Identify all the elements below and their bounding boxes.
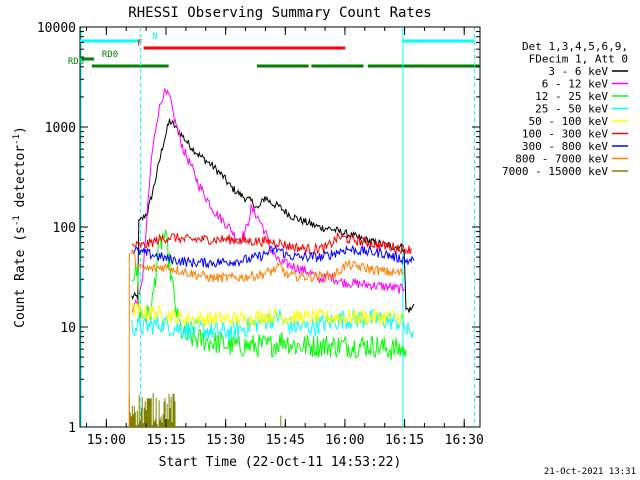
series-lines (128, 88, 415, 427)
segment-label: N (152, 32, 157, 42)
y-tick-label: 1000 (45, 121, 76, 136)
x-tick-label: 16:30 (445, 433, 484, 448)
y-label-part: ) (13, 126, 28, 134)
footer-timestamp: 21-Oct-2021 13:31 (544, 467, 636, 477)
y-label-part: Count Rate (s (13, 226, 28, 328)
chart-title: RHESSI Observing Summary Count Rates (128, 5, 431, 21)
legend-header: FDecim 1, Att 0 (529, 53, 628, 66)
legend-entry-label: 800 - 7000 keV (515, 153, 608, 166)
series-line (131, 244, 415, 270)
y-tick-label: 100 (53, 221, 76, 236)
legend-entry-label: 6 - 12 keV (542, 78, 609, 91)
x-tick-label: 16:15 (385, 433, 424, 448)
series-line (131, 88, 405, 313)
series-line (131, 232, 412, 255)
segment-label: RD6 (68, 57, 84, 67)
legend-entry-label: 300 - 800 keV (522, 140, 608, 153)
x-tick-label: 15:00 (87, 433, 126, 448)
y-tick-label: 10000 (37, 21, 76, 36)
y-label-part: detector (13, 145, 28, 216)
vertical-markers (80, 27, 475, 427)
series-line (131, 229, 407, 361)
x-tick-label: 15:15 (146, 433, 185, 448)
y-label-sup: -1 (12, 134, 22, 145)
series-line (128, 393, 282, 427)
legend-entry-label: 7000 - 15000 keV (502, 165, 608, 178)
y-axis-label: Count Rate (s-1 detector-1) (12, 126, 28, 328)
legend-entry-label: 50 - 100 keV (529, 115, 609, 128)
x-axis-label: Start Time (22-Oct-11 14:53:22) (159, 455, 402, 470)
axes: 15:00 15:15 15:30 15:45 16:00 16:15 16:30 1 10 10… (37, 21, 484, 448)
series-line (131, 118, 415, 313)
legend: Det 1,3,4,5,6,9,FDecim 1, Att 03 - 6 keV… (502, 40, 628, 178)
legend-entry-label: 100 - 300 keV (522, 128, 608, 141)
segment-label: RD0 (102, 50, 118, 60)
legend-entry-label: 3 - 6 keV (548, 65, 608, 78)
x-tick-label: 15:30 (206, 433, 245, 448)
y-tick-label: 1 (68, 421, 76, 436)
y-tick-label: 10 (60, 321, 76, 336)
legend-header: Det 1,3,4,5,6,9, (522, 40, 628, 53)
segment-bars: NFRD0RD6 (68, 32, 480, 68)
x-tick-label: 16:00 (325, 433, 364, 448)
legend-entry-label: 25 - 50 keV (535, 103, 608, 116)
series-line (131, 248, 405, 283)
series-line (131, 302, 405, 328)
y-label-sup: -1 (12, 215, 22, 226)
x-tick-label: 15:45 (266, 433, 305, 448)
legend-entry-label: 12 - 25 keV (535, 90, 608, 103)
